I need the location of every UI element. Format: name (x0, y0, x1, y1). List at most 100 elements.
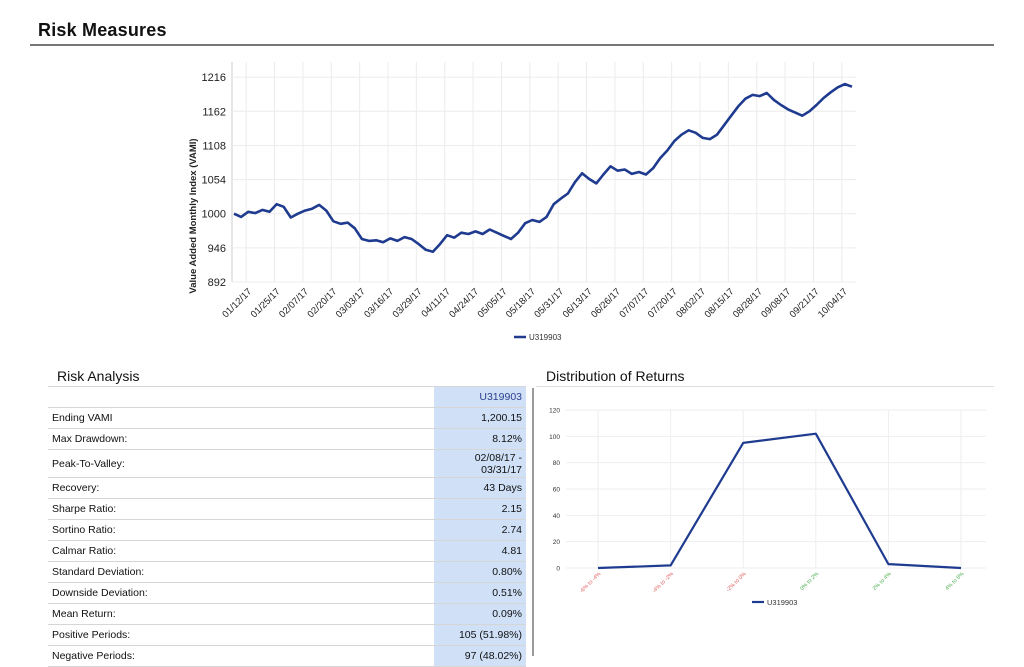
vami-x-tick-label: 07/07/17 (617, 286, 651, 320)
vami-x-tick-label: 02/20/17 (305, 286, 339, 320)
vami-x-tick-label: 08/15/17 (703, 286, 737, 320)
risk-metric-label: Downside Deviation: (48, 582, 435, 604)
risk-metric-value: 4.81 (434, 540, 526, 562)
risk-metric-value: 97 (48.02%) (434, 645, 526, 667)
vami-x-tick-label: 07/20/17 (646, 286, 680, 320)
risk-table-row: Mean Return: 0.09% (48, 603, 526, 625)
vami-x-tick-label: 03/16/17 (362, 286, 396, 320)
vami-x-tick-label: 09/21/17 (788, 286, 822, 320)
risk-analysis-table: U319903 Ending VAMI 1,200.15 Max Drawdown:… (48, 386, 526, 667)
risk-table-header-blank (48, 386, 435, 408)
vami-series-line (233, 82, 853, 253)
risk-table-row: Ending VAMI 1,200.15 (48, 407, 526, 429)
distribution-y-tick-label: 40 (553, 513, 561, 520)
distribution-x-tick-label: 4% to 6% (945, 571, 966, 592)
risk-table-row: Negative Periods: 97 (48.02%) (48, 645, 526, 667)
risk-metric-value: 2.74 (434, 519, 526, 541)
risk-table-header-row: U319903 (48, 386, 526, 408)
risk-metric-label: Sharpe Ratio: (48, 498, 435, 520)
vami-x-tick-label: 06/13/17 (561, 286, 595, 320)
vami-x-tick-label: 01/12/17 (220, 286, 254, 320)
panel-divider (532, 388, 534, 656)
risk-metric-label: Mean Return: (48, 603, 435, 625)
vami-x-tick-label: 05/18/17 (504, 286, 538, 320)
risk-metric-label: Recovery: (48, 477, 435, 499)
vami-y-tick-label: 1108 (202, 140, 226, 152)
risk-metric-label: Max Drawdown: (48, 428, 435, 450)
risk-metric-label: Negative Periods: (48, 645, 435, 667)
distribution-x-tick-label: -4% to -2% (652, 571, 676, 595)
distribution-x-tick-label: 0% to 2% (799, 571, 820, 592)
vami-y-tick-label: 1054 (202, 175, 226, 187)
distribution-y-tick-label: 60 (553, 487, 561, 494)
risk-metric-value: 43 Days (434, 477, 526, 499)
distribution-header-rule (536, 386, 994, 387)
vami-x-tick-label: 10/04/17 (816, 286, 850, 320)
vami-y-tick-label: 1000 (202, 209, 226, 221)
distribution-y-tick-label: 80 (553, 460, 561, 467)
risk-table-row: Max Drawdown: 8.12% (48, 428, 526, 450)
distribution-series-line (597, 432, 962, 570)
risk-metric-value: 0.51% (434, 582, 526, 604)
vami-x-tick-label: 05/05/17 (476, 286, 510, 320)
risk-table-row: Sortino Ratio: 2.74 (48, 519, 526, 541)
vami-x-tick-label: 06/26/17 (589, 286, 623, 320)
vami-y-axis-label: Value Added Monthly Index (VAMI) (188, 138, 199, 293)
distribution-y-tick-label: 120 (549, 408, 560, 415)
risk-metric-label: Calmar Ratio: (48, 540, 435, 562)
vami-legend: U319903 (514, 333, 562, 342)
risk-table-row: Calmar Ratio: 4.81 (48, 540, 526, 562)
distribution-y-tick-label: 0 (556, 566, 560, 573)
vami-line-chart: 892 946 1000 1054 1108 1162 1216 01/12/1701/25… (188, 62, 856, 342)
vami-legend-label: U319903 (529, 333, 562, 342)
distribution-x-axis-ticks: -6% to -4% -4% to -2% -2% to 0% 0% to 2% 2% … (579, 571, 966, 595)
distribution-x-tick-label: -2% to 0% (725, 571, 747, 593)
distribution-header: Distribution of Returns (546, 368, 685, 384)
vami-x-axis-ticks: 01/12/1701/25/1702/07/1702/20/1703/03/17… (220, 286, 850, 320)
vami-x-tick-label: 02/07/17 (277, 286, 311, 320)
risk-metric-label: Ending VAMI (48, 407, 435, 429)
distribution-y-tick-label: 100 (549, 434, 560, 441)
vami-grid (231, 62, 856, 283)
risk-metric-value: 02/08/17 - 03/31/17 (434, 449, 526, 478)
vami-x-tick-label: 08/28/17 (731, 286, 765, 320)
risk-table-row: Recovery: 43 Days (48, 477, 526, 499)
vami-y-tick-label: 1216 (202, 72, 226, 84)
risk-table-row: Positive Periods: 105 (51.98%) (48, 624, 526, 646)
risk-table-column-header: U319903 (434, 386, 526, 408)
vami-x-tick-label: 08/02/17 (674, 286, 708, 320)
vami-y-tick-label: 892 (208, 277, 226, 289)
vami-x-tick-label: 04/11/17 (419, 286, 452, 319)
risk-analysis-header: Risk Analysis (57, 368, 140, 384)
vami-y-tick-label: 946 (208, 243, 226, 255)
vami-x-tick-label: 03/03/17 (334, 286, 368, 320)
distribution-line-chart: 0 20 40 60 80 100 120 -6% to -4% -4% to -2% -2% … (549, 408, 986, 607)
risk-table-row: Peak-To-Valley: 02/08/17 - 03/31/17 (48, 449, 526, 478)
title-divider (30, 44, 994, 46)
vami-y-tick-label: 1162 (202, 106, 226, 118)
risk-metric-label: Standard Deviation: (48, 561, 435, 583)
page-title: Risk Measures (38, 20, 167, 40)
vami-x-tick-label: 04/24/17 (447, 286, 481, 320)
risk-metric-value: 1,200.15 (434, 407, 526, 429)
vami-y-axis-ticks: 892 946 1000 1054 1108 1162 1216 (202, 72, 226, 289)
risk-metric-value: 8.12% (434, 428, 526, 450)
vami-x-tick-label: 01/25/17 (249, 286, 283, 320)
risk-metric-value: 2.15 (434, 498, 526, 520)
distribution-y-tick-label: 20 (553, 539, 561, 546)
risk-metric-value: 0.80% (434, 561, 526, 583)
risk-table-row: Downside Deviation: 0.51% (48, 582, 526, 604)
risk-metric-value: 105 (51.98%) (434, 624, 526, 646)
distribution-x-tick-label: -6% to -4% (579, 571, 603, 595)
vami-x-tick-label: 05/31/17 (532, 286, 566, 320)
distribution-x-tick-label: 2% to 4% (872, 571, 893, 592)
distribution-grid (566, 409, 986, 569)
risk-metric-label: Sortino Ratio: (48, 519, 435, 541)
risk-metric-label: Positive Periods: (48, 624, 435, 646)
distribution-y-axis-ticks: 0 20 40 60 80 100 120 (549, 408, 560, 573)
risk-metric-label: Peak-To-Valley: (48, 449, 435, 478)
vami-x-tick-label: 03/29/17 (391, 286, 425, 320)
distribution-legend: U319903 (752, 598, 797, 607)
distribution-legend-label: U319903 (767, 598, 797, 607)
vami-x-tick-label: 09/08/17 (759, 286, 793, 320)
